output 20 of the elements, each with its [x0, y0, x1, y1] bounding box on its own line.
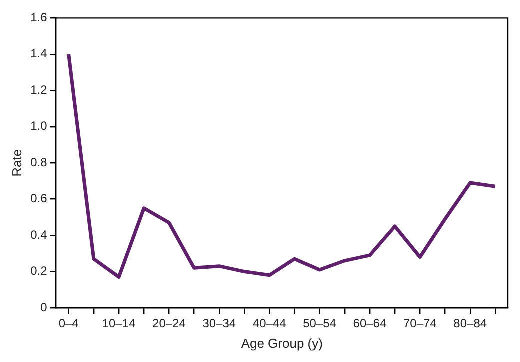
x-tick-label: 10–14: [102, 316, 136, 331]
y-tick-label: 0.4: [30, 228, 48, 242]
x-tick-label: 60–64: [353, 316, 387, 331]
x-tick-label: 20–24: [152, 316, 186, 331]
x-tick-label: 70–74: [403, 316, 438, 331]
y-tick-label: 0.2: [30, 264, 48, 278]
y-tick-label: 1.0: [30, 119, 48, 134]
x-tick-label: 0–4: [58, 316, 80, 331]
x-tick-label: 40–44: [252, 316, 287, 331]
x-tick-label: 50–54: [303, 316, 337, 331]
y-tick-label: 1.6: [30, 10, 48, 25]
y-tick-label: 0: [40, 300, 48, 314]
x-tick-label: 30–34: [202, 316, 236, 331]
y-axis-title: Rate: [9, 149, 24, 177]
y-tick-label: 1.4: [30, 46, 48, 61]
y-tick-label: 0.6: [30, 192, 48, 206]
y-tick-label: 1.2: [30, 82, 48, 97]
x-axis-title: Age Group (y): [241, 336, 323, 351]
y-tick-label: 0.8: [30, 155, 48, 170]
x-tick-label: 80–84: [454, 316, 488, 331]
